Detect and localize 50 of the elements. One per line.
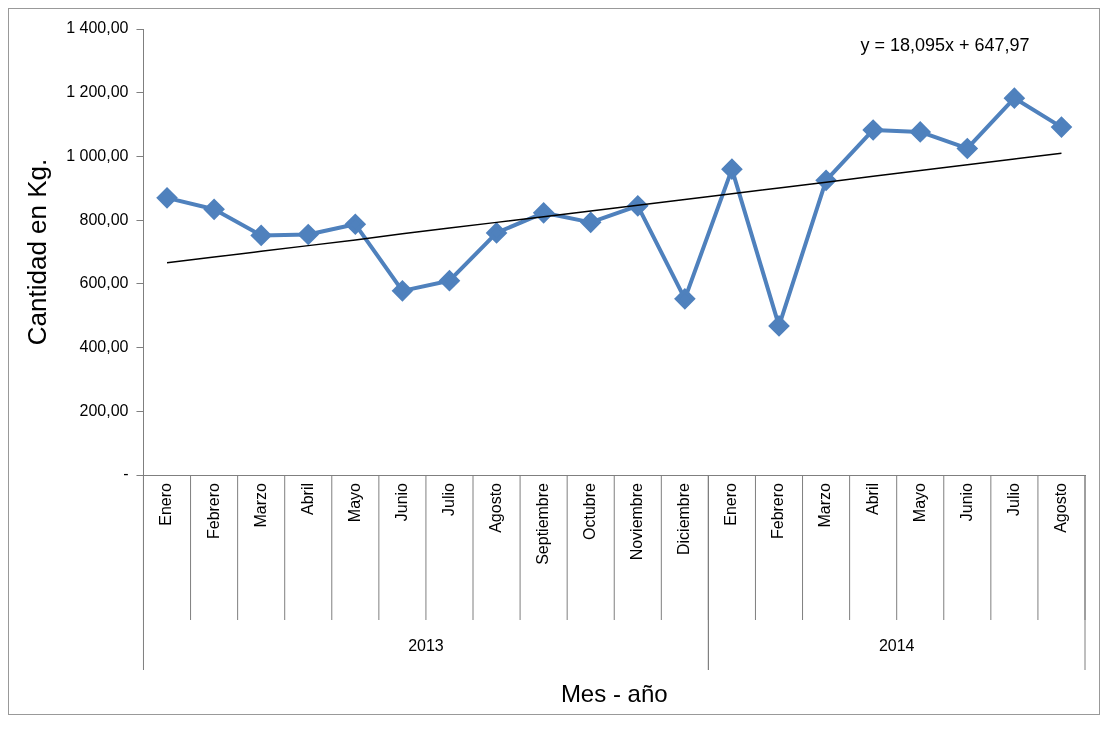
point <box>298 224 319 245</box>
y-tick-label: 1 400,00 <box>66 19 129 37</box>
point <box>957 138 978 159</box>
y-tick-label: 800,00 <box>79 210 129 228</box>
point <box>1004 88 1025 109</box>
point <box>251 225 272 246</box>
point <box>392 280 413 301</box>
y-tick-label: 1 000,00 <box>66 146 129 164</box>
point <box>486 222 507 243</box>
x-tick-label: Junio <box>392 482 410 522</box>
y-axis-title: Cantidad en Kg. <box>21 158 52 346</box>
x-tick-label: Mayo <box>910 482 928 523</box>
x-tick-label: Enero <box>722 482 740 526</box>
y-tick-label: 400,00 <box>79 337 129 355</box>
point <box>204 199 225 220</box>
point <box>721 159 742 180</box>
x-tick-label: Octubre <box>581 482 599 540</box>
point <box>1051 117 1072 138</box>
x-tick-label: Marzo <box>816 482 834 528</box>
x-tick-label: Junio <box>957 482 975 522</box>
point <box>439 270 460 291</box>
point <box>157 187 178 208</box>
point <box>863 119 884 140</box>
x-tick-label: Noviembre <box>628 482 646 561</box>
y-tick-label: 1 200,00 <box>66 83 129 101</box>
point <box>769 315 790 336</box>
x-tick-label: Julio <box>1004 482 1022 516</box>
x-tick-label: Diciembre <box>675 482 693 556</box>
point <box>580 212 601 233</box>
x-tick-label: Marzo <box>251 482 269 528</box>
y-tick-label: 600,00 <box>79 274 129 292</box>
x-tick-label: Abril <box>863 483 881 516</box>
point <box>910 121 931 142</box>
text: 2013 <box>408 637 444 655</box>
text: 2014 <box>878 637 915 655</box>
x-tick-label: Mayo <box>345 482 363 523</box>
point <box>674 288 695 309</box>
x-tick-label: Julio <box>439 482 457 516</box>
x-tick-label: Abril <box>298 483 316 516</box>
x-tick-label: Septiembre <box>534 482 552 565</box>
y-tick-label: - <box>123 465 129 483</box>
y-tick-label: 200,00 <box>79 401 129 419</box>
annotation: y = 18,095x + 647,97 <box>860 34 1030 55</box>
x-tick-label: Enero <box>157 482 175 526</box>
point <box>345 214 366 235</box>
x-tick-label: Agosto <box>486 482 504 533</box>
x-tick-label: Agosto <box>1051 482 1069 533</box>
x-tick-label: Febrero <box>204 482 222 540</box>
x-tick-label: Febrero <box>769 482 787 540</box>
x-axis-title: Mes - año <box>560 680 668 708</box>
